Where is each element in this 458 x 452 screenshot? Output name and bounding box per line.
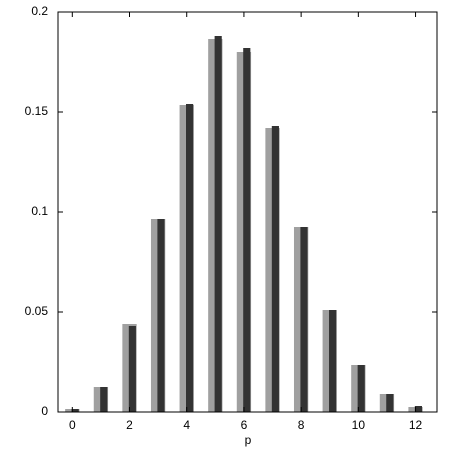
bar: [71, 409, 79, 412]
y-tick-label: 0.2: [31, 4, 48, 18]
x-tick-label: 0: [69, 418, 76, 432]
x-tick-label: 4: [183, 418, 190, 432]
bar: [214, 36, 222, 412]
x-tick-label: 10: [352, 418, 366, 432]
bar: [271, 126, 279, 412]
y-tick-label: 0: [41, 404, 48, 418]
y-tick-label: 0.1: [31, 204, 48, 218]
bar: [329, 310, 337, 412]
bar: [357, 365, 365, 412]
bar: [100, 387, 108, 412]
bar: [414, 406, 422, 412]
bar: [386, 394, 394, 412]
bar: [243, 48, 251, 412]
y-tick-label: 0.05: [25, 304, 49, 318]
bar: [186, 104, 194, 412]
x-tick-label: 8: [298, 418, 305, 432]
x-tick-label: 2: [126, 418, 133, 432]
bar: [300, 227, 308, 412]
x-tick-label: 12: [409, 418, 423, 432]
y-tick-label: 0.15: [25, 104, 49, 118]
x-axis-label: p: [245, 433, 252, 447]
bar: [157, 219, 165, 412]
bar: [128, 326, 136, 412]
x-tick-label: 6: [241, 418, 248, 432]
